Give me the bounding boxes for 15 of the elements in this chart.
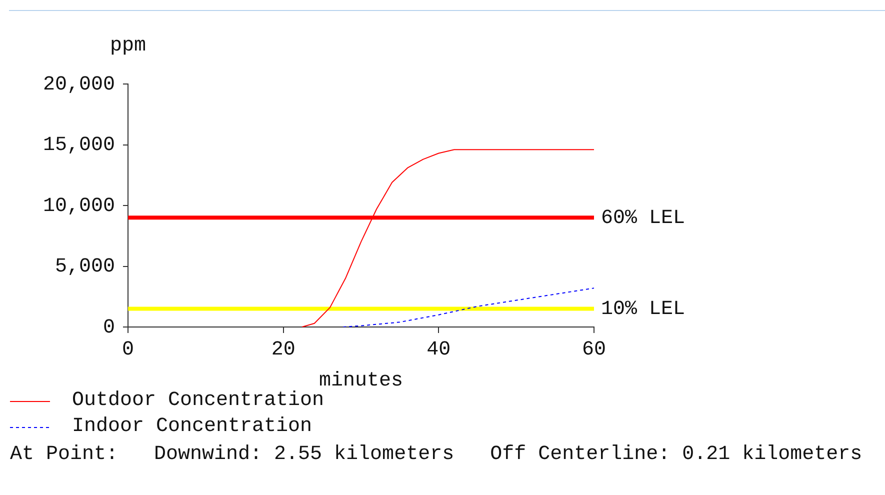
x-tick-label: 60 xyxy=(582,338,606,362)
y-tick-label: 10,000 xyxy=(42,194,115,218)
legend-label: Indoor Concentration xyxy=(72,415,312,438)
text: At Point: Downwind: 2.55 kilometers Off Centerline: 0.21 kilometers xyxy=(10,443,862,467)
line-series xyxy=(342,288,594,327)
y-tick-label: 5,000 xyxy=(54,256,115,279)
x-tick-label: 20 xyxy=(271,338,296,362)
ref-line-label: 10% LEL xyxy=(601,298,686,322)
x-tick-label: 0 xyxy=(122,338,134,362)
y-tick-label: 20,000 xyxy=(42,73,115,96)
x-tick-label: 40 xyxy=(426,338,451,362)
y-tick-label: 15,000 xyxy=(42,134,115,158)
y-tick-label: 0 xyxy=(102,316,115,340)
ref-line-label: 60% LEL xyxy=(601,206,686,230)
y-axis-title: ppm xyxy=(110,34,146,58)
